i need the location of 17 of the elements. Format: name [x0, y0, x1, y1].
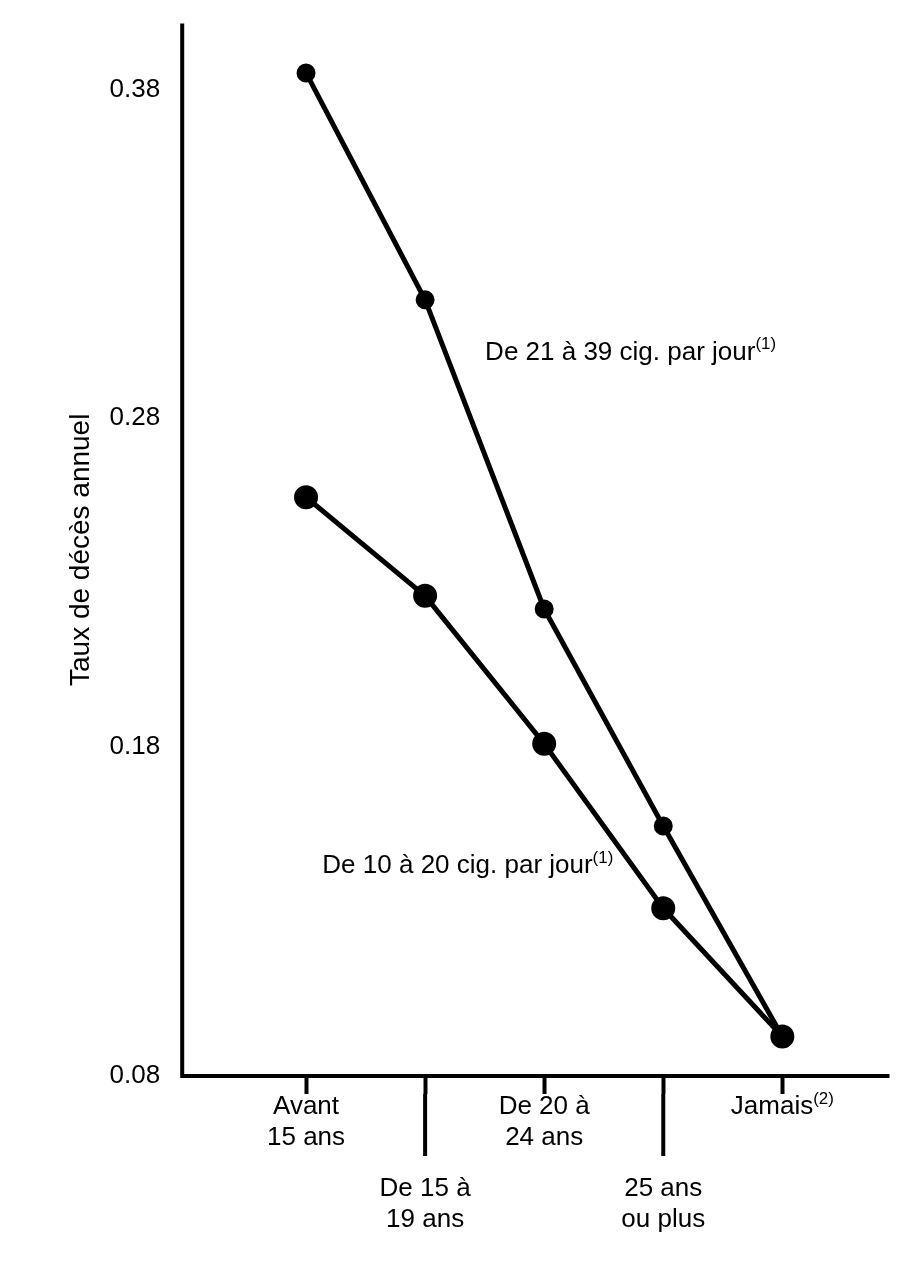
y-axis-title: Taux de décès annuel: [63, 413, 95, 687]
y-tick-label: 0.18: [109, 730, 161, 761]
point: [413, 583, 438, 608]
point: [651, 896, 676, 921]
point: [415, 290, 435, 310]
point: [534, 599, 554, 619]
x-tick-label: De 15 à 19 ans: [379, 1172, 472, 1233]
x-tick-label: Avant 15 ans: [267, 1090, 346, 1151]
point: [532, 731, 557, 756]
point: [653, 816, 673, 836]
point: [294, 485, 319, 510]
point: [296, 63, 316, 83]
y-tick-label: 0.38: [109, 72, 161, 103]
y-tick-label: 0.08: [109, 1059, 161, 1090]
x-tick-label: 25 ans ou plus: [621, 1172, 706, 1233]
y-tick-label: 0.28: [109, 401, 161, 432]
x-tick-label: De 20 à 24 ans: [498, 1090, 591, 1151]
